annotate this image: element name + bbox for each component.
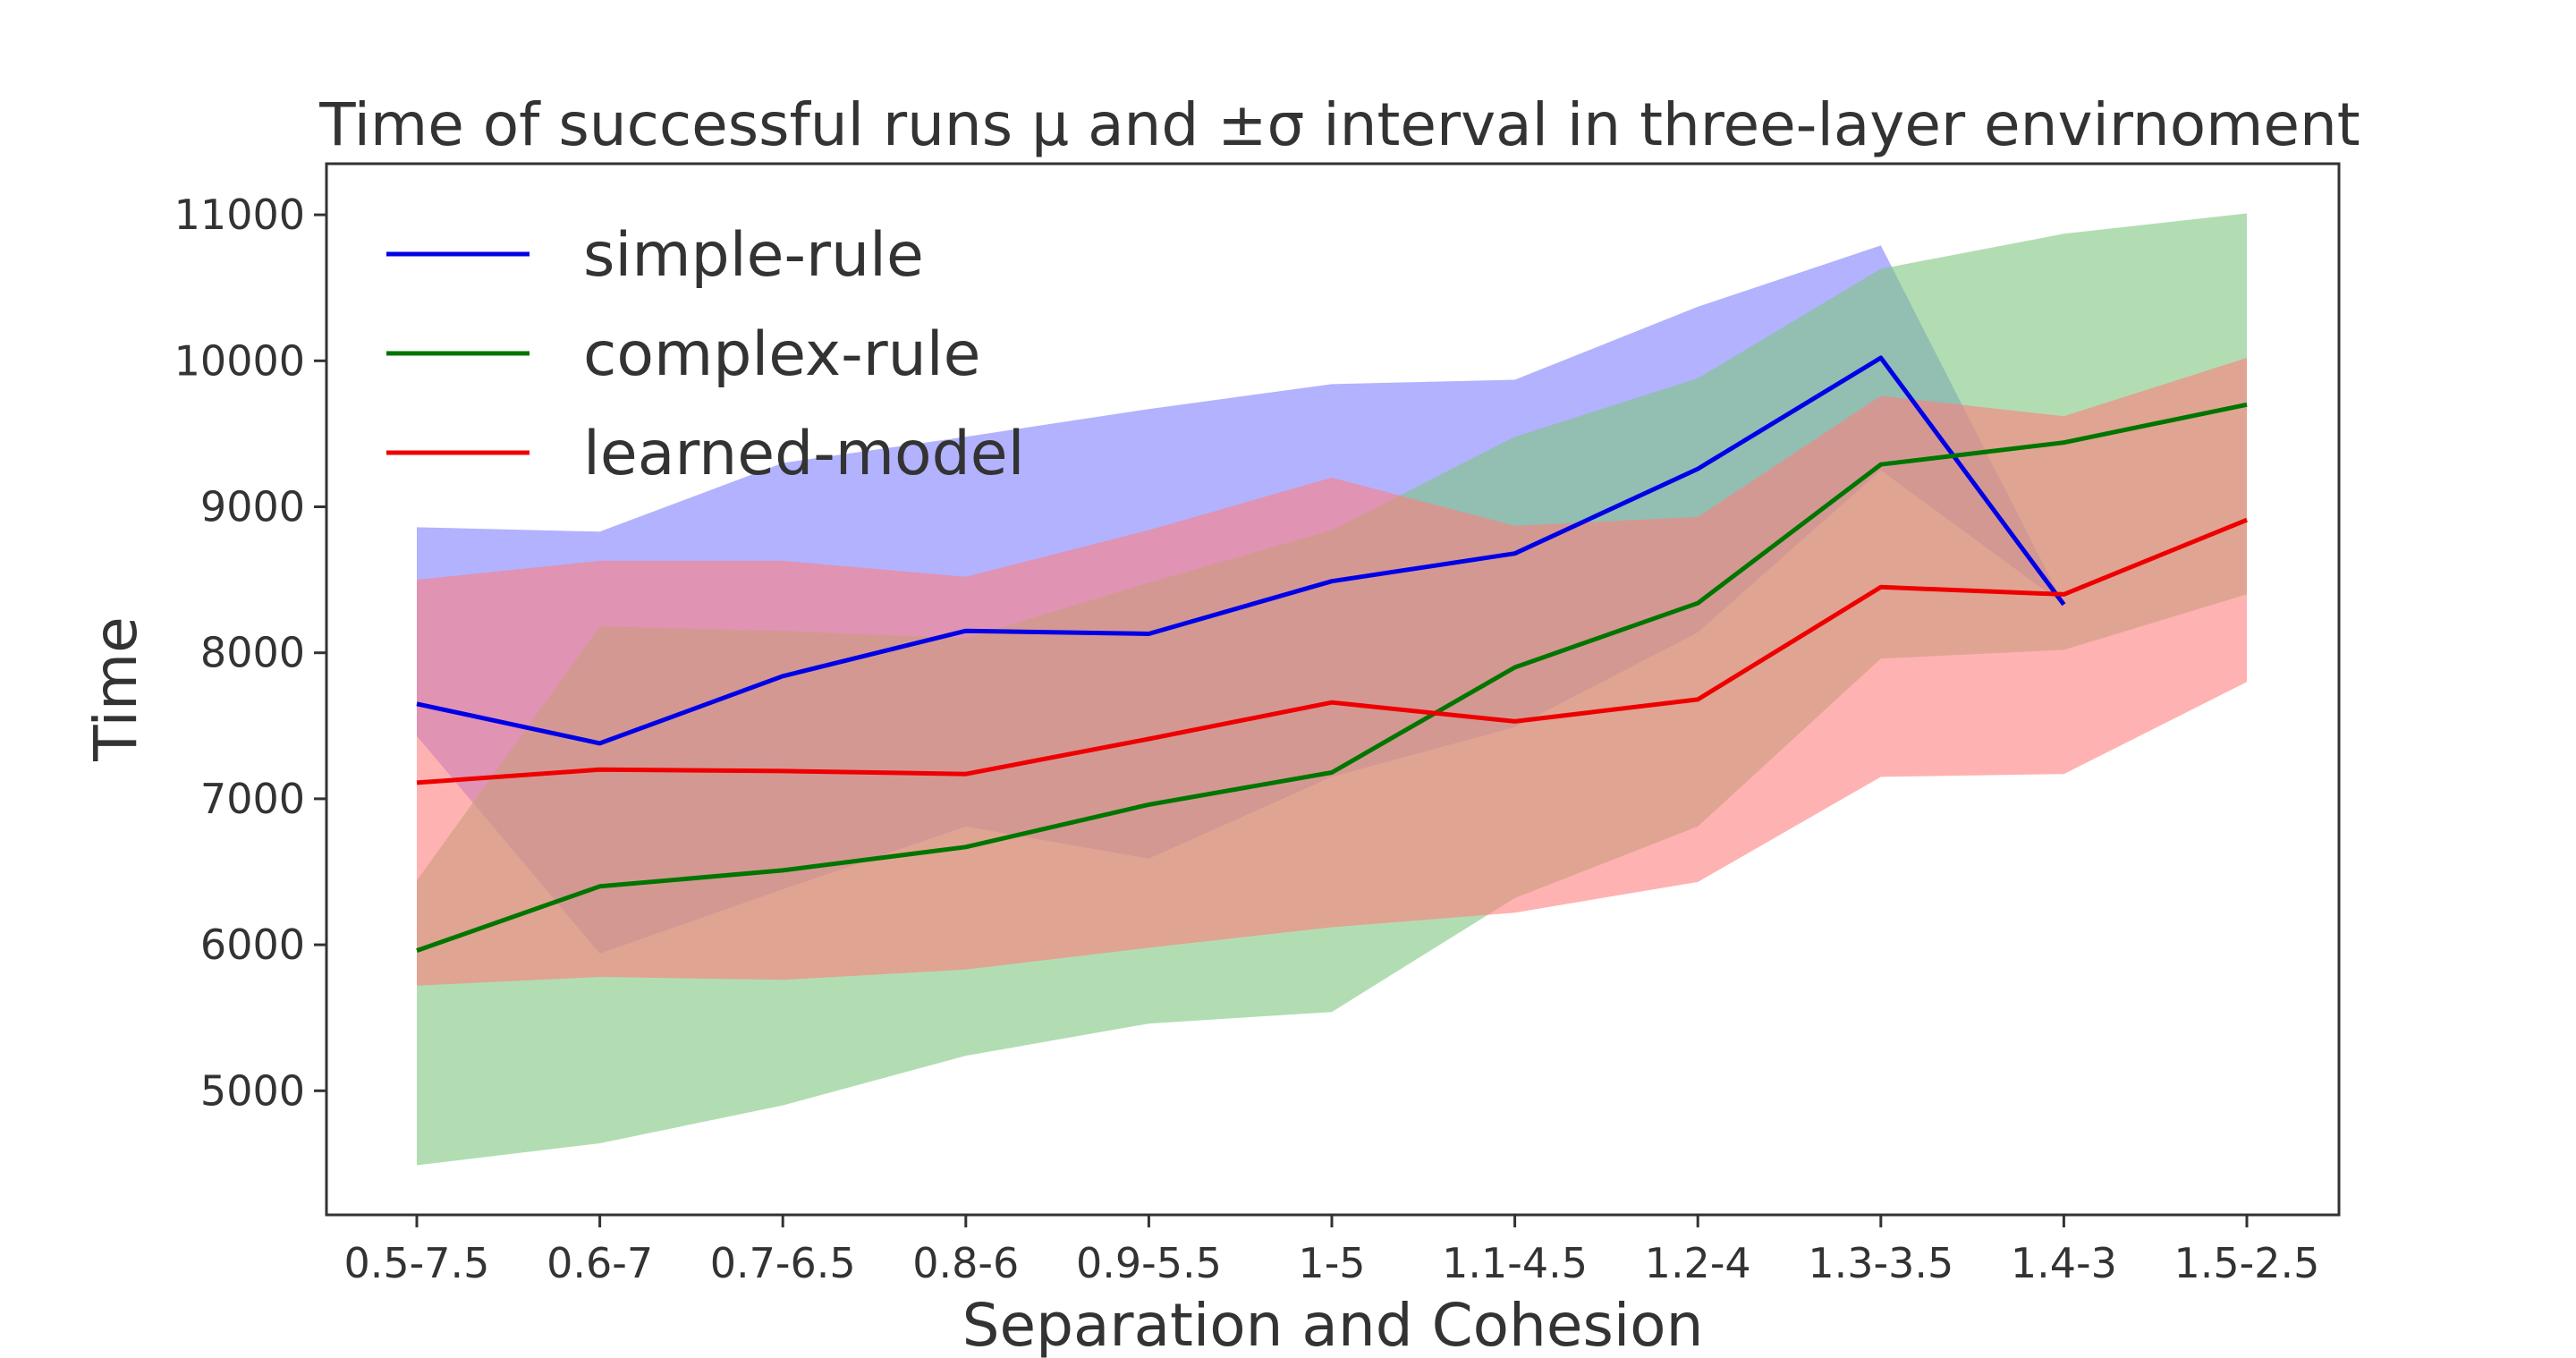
x-tick-label: 1.2-4 (1645, 1239, 1751, 1287)
x-axis: 0.5-7.5 0.6-7 0.7-6.5 0.8-6 0.9-5.5 1-5 1.1-4.… (344, 1215, 2320, 1287)
x-tick-label: 0.5-7.5 (344, 1239, 490, 1287)
x-tick-label: 1.4-3 (2011, 1239, 2117, 1287)
line-complex-rule (416, 402, 2248, 953)
y-axis: 5000 6000 7000 8000 9000 10000 11000 (174, 191, 326, 1115)
legend: simple-rule complex-rule learned-model (386, 220, 1025, 489)
y-axis-label: Time (81, 616, 150, 762)
line-simple-rule (416, 355, 2066, 746)
chart-title: Time of successful runs μ and ±σ interva… (318, 90, 2360, 159)
sigma-bands (417, 213, 2247, 1166)
y-tick-label: 9000 (200, 483, 305, 531)
y-tick-label: 6000 (200, 921, 305, 969)
x-tick-label: 1.3-3.5 (1808, 1239, 1953, 1287)
x-tick-label: 0.9-5.5 (1076, 1239, 1222, 1287)
y-tick-label: 11000 (174, 191, 305, 239)
x-tick-label: 0.6-7 (547, 1239, 653, 1287)
legend-label-learned-model: learned-model (583, 419, 1025, 489)
x-tick-label: 1.1-4.5 (1442, 1239, 1588, 1287)
y-tick-label: 5000 (200, 1066, 305, 1115)
legend-label-complex-rule: complex-rule (583, 319, 981, 390)
x-tick-label: 1-5 (1298, 1239, 1365, 1287)
x-axis-label: Separation and Cohesion (962, 1291, 1704, 1358)
line-learned-model (416, 517, 2248, 785)
y-tick-label: 8000 (200, 629, 305, 677)
legend-label-simple-rule: simple-rule (583, 220, 924, 291)
series-lines (416, 355, 2248, 953)
x-tick-label: 0.8-6 (912, 1239, 1019, 1287)
y-tick-label: 7000 (200, 775, 305, 823)
x-tick-label: 0.7-6.5 (710, 1239, 856, 1287)
x-tick-label: 1.5-2.5 (2174, 1239, 2320, 1287)
band-learned-model (417, 358, 2247, 986)
y-tick-label: 10000 (174, 336, 305, 385)
